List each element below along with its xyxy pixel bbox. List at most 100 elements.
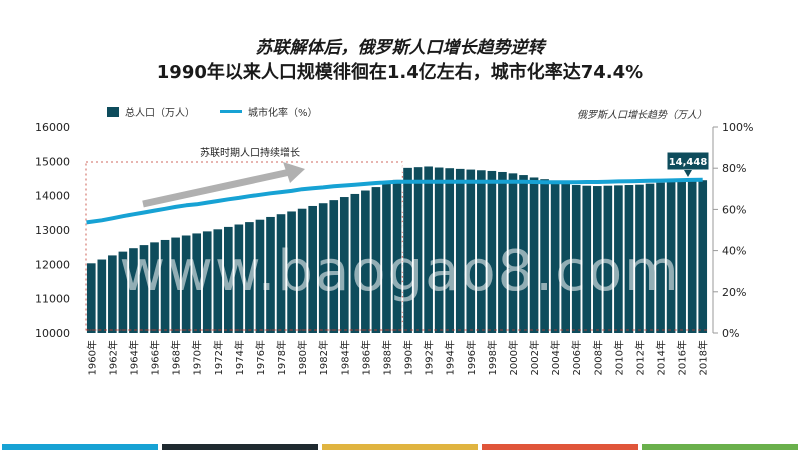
x-tick-label: 1988年 bbox=[380, 340, 393, 375]
x-tick-label: 1982年 bbox=[317, 340, 330, 375]
bar bbox=[266, 216, 275, 333]
x-tick-label: 2010年 bbox=[612, 340, 625, 375]
bar bbox=[129, 248, 138, 333]
bar bbox=[529, 177, 539, 333]
x-tick-label: 2000年 bbox=[507, 340, 520, 375]
bar bbox=[498, 171, 507, 333]
x-tick-label: 1992年 bbox=[423, 340, 436, 375]
trend-arrow-head bbox=[283, 162, 305, 183]
bar bbox=[139, 245, 149, 333]
x-tick-label: 1966年 bbox=[149, 340, 162, 375]
legend-item-urbanization: 城市化率（%） bbox=[220, 104, 318, 119]
x-tick-label: 1994年 bbox=[444, 340, 457, 375]
x-tick-label: 1962年 bbox=[106, 340, 119, 375]
x-tick-label: 1984年 bbox=[338, 340, 351, 375]
x-tick-label: 1978年 bbox=[275, 340, 288, 375]
bottom-stripe bbox=[322, 444, 478, 450]
bar bbox=[202, 231, 212, 333]
bar bbox=[614, 185, 623, 333]
bar bbox=[540, 179, 549, 333]
trend-arrow-shaft bbox=[142, 168, 291, 208]
bar bbox=[234, 224, 244, 333]
bar bbox=[466, 169, 476, 333]
bar bbox=[192, 233, 202, 333]
bar bbox=[276, 214, 286, 333]
x-tick-label: 2014年 bbox=[655, 340, 668, 375]
chart-title-line-1: 苏联解体后，俄罗斯人口增长趋势逆转 bbox=[255, 38, 545, 58]
bar bbox=[603, 185, 613, 333]
bar bbox=[160, 239, 170, 333]
y-right-tick-label: 80% bbox=[722, 162, 746, 175]
x-tick-label: 1976年 bbox=[254, 340, 267, 375]
x-tick-label: 2006年 bbox=[570, 340, 583, 375]
y-left-tick-label: 13000 bbox=[35, 224, 70, 237]
callout-label: 14,448 bbox=[669, 157, 708, 168]
y-left-tick-label: 11000 bbox=[35, 293, 70, 306]
legend-item-population: 总人口（万人） bbox=[107, 104, 195, 119]
y-left-tick-label: 16000 bbox=[35, 121, 70, 134]
legend-swatch-line bbox=[220, 110, 242, 113]
bar bbox=[445, 168, 455, 333]
bottom-stripe bbox=[162, 444, 318, 450]
bar bbox=[550, 180, 560, 333]
x-tick-label: 1980年 bbox=[296, 340, 309, 375]
legend-label-population: 总人口（万人） bbox=[125, 108, 195, 119]
legend-swatch-bar bbox=[107, 106, 119, 117]
bar bbox=[666, 181, 676, 333]
bar bbox=[308, 205, 317, 333]
y-right-tick-label: 60% bbox=[722, 203, 746, 216]
bar bbox=[361, 190, 370, 333]
y-right-tick-label: 40% bbox=[722, 245, 746, 258]
y-left-tick-label: 10000 bbox=[35, 327, 70, 340]
bar bbox=[413, 167, 423, 333]
bar bbox=[108, 255, 117, 333]
x-tick-label: 2018年 bbox=[697, 340, 710, 375]
y-right-tick-label: 0% bbox=[722, 327, 739, 340]
y-right-tick-label: 20% bbox=[722, 286, 746, 299]
y-left-tick-label: 12000 bbox=[35, 258, 70, 271]
x-tick-label: 1970年 bbox=[191, 340, 204, 375]
annotation-text: 苏联时期人口持续增长 bbox=[200, 146, 300, 159]
bar bbox=[392, 179, 402, 333]
bar bbox=[371, 187, 381, 333]
bar bbox=[508, 173, 518, 333]
bottom-stripe bbox=[2, 444, 158, 450]
bar bbox=[424, 166, 433, 333]
bottom-stripe bbox=[482, 444, 638, 450]
bar bbox=[97, 259, 107, 333]
chart-title-line-2: 1990年以来人口规模徘徊在1.4亿左右，城市化率达74.4% bbox=[156, 62, 644, 83]
x-tick-label: 2016年 bbox=[676, 340, 689, 375]
y-right-tick-label: 100% bbox=[722, 121, 753, 134]
chart-caption: 俄罗斯人口增长趋势（万人） bbox=[577, 110, 707, 121]
x-tick-label: 2008年 bbox=[591, 340, 604, 375]
bar bbox=[223, 226, 233, 333]
bar bbox=[561, 183, 571, 333]
bar bbox=[382, 183, 391, 333]
bar bbox=[434, 167, 444, 333]
bar bbox=[255, 219, 265, 333]
x-tick-label: 1964年 bbox=[127, 340, 140, 375]
x-tick-label: 1996年 bbox=[465, 340, 478, 375]
bar bbox=[213, 229, 223, 333]
bar bbox=[582, 185, 592, 333]
urbanization-line bbox=[86, 177, 703, 225]
bar bbox=[687, 180, 697, 333]
x-tick-label: 1990年 bbox=[402, 340, 415, 375]
callout-pointer bbox=[684, 170, 692, 177]
bottom-stripe bbox=[642, 444, 798, 450]
bar bbox=[571, 185, 581, 333]
x-tick-label: 1998年 bbox=[486, 340, 499, 375]
bar bbox=[624, 185, 634, 333]
bar bbox=[171, 237, 180, 333]
x-tick-label: 1968年 bbox=[170, 340, 183, 375]
x-tick-label: 1974年 bbox=[233, 340, 246, 375]
bar bbox=[86, 263, 96, 333]
bar bbox=[656, 182, 665, 333]
bar bbox=[592, 186, 602, 333]
x-tick-label: 2012年 bbox=[633, 340, 646, 375]
y-left-tick-label: 14000 bbox=[35, 190, 70, 203]
bar bbox=[181, 235, 191, 333]
x-tick-label: 1972年 bbox=[212, 340, 225, 375]
annotation-region-box bbox=[85, 161, 403, 331]
